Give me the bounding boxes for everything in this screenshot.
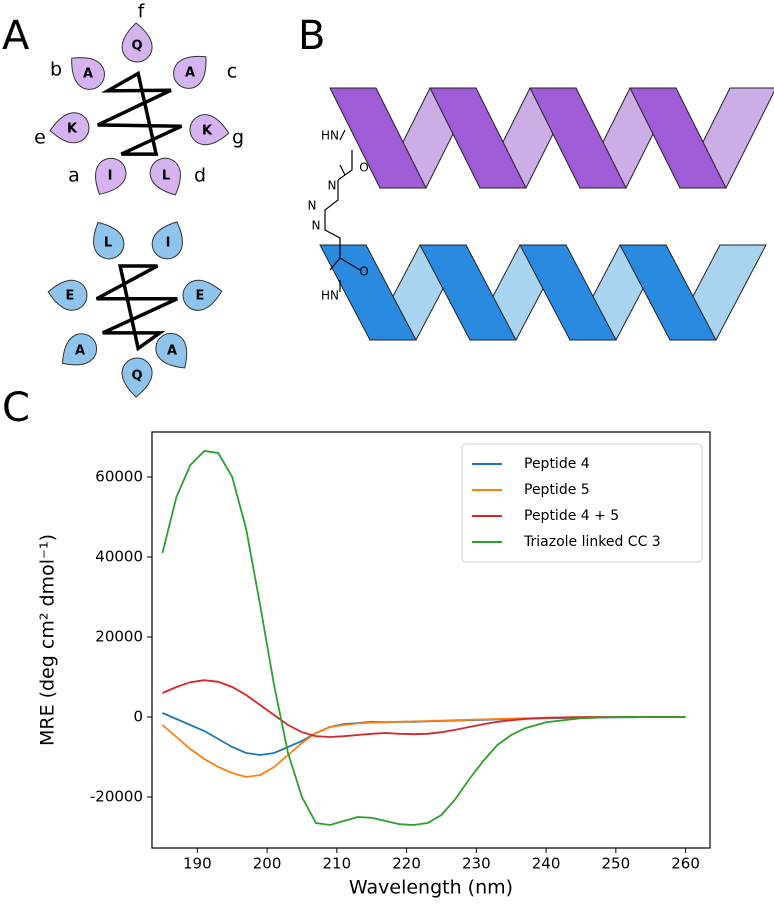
x-tick-label: 220: [392, 855, 421, 873]
heptad-position: f: [138, 1, 146, 23]
linker-atom: HN: [321, 289, 339, 303]
residue-petal: [121, 357, 153, 398]
x-tick-label: 230: [462, 855, 491, 873]
heptad-position: a: [68, 165, 80, 187]
helix-front: [519, 244, 617, 341]
residue-petal: [49, 112, 90, 144]
legend-label: Peptide 4: [524, 456, 590, 472]
series-line: [161, 450, 686, 826]
linker-atom: N: [308, 199, 317, 213]
residue-label: L: [162, 169, 170, 184]
residue-label: I: [166, 236, 171, 251]
x-tick-label: 240: [532, 855, 561, 873]
y-tick-label: -20000: [90, 788, 143, 806]
legend-label: Peptide 5: [524, 482, 590, 498]
panel-label: A: [2, 13, 30, 59]
residue-label: A: [83, 67, 93, 82]
helix-front: [419, 244, 517, 341]
heptad-position: g: [232, 127, 244, 149]
residue-petal: [182, 279, 223, 311]
residue-label: K: [67, 122, 78, 137]
wheel-bond: [95, 264, 178, 352]
wheel-bond: [97, 70, 183, 156]
residue-label: A: [75, 344, 85, 359]
residue-label: L: [104, 236, 112, 251]
linker-atom: N: [312, 219, 321, 233]
x-tick-label: 250: [602, 855, 631, 873]
x-tick-label: 200: [253, 855, 282, 873]
linker-atom: HN: [321, 129, 339, 143]
x-tick-label: 190: [183, 855, 212, 873]
residue-petal: [149, 157, 181, 196]
helix-front: [619, 244, 717, 341]
residue-petal: [121, 22, 153, 63]
residue-petal: [95, 157, 127, 195]
residue-label: E: [196, 289, 205, 304]
y-tick-label: 40000: [95, 548, 143, 566]
linker-bond: [339, 129, 346, 141]
linker-bond: [339, 257, 361, 292]
x-tick-label: 210: [323, 855, 352, 873]
heptad-position: b: [50, 59, 62, 81]
series-line: [161, 716, 686, 778]
y-axis-label: MRE (deg cm² dmol⁻¹): [37, 534, 59, 746]
helix-front: [629, 87, 727, 189]
residue-label: I: [108, 169, 113, 184]
y-tick-label: 20000: [95, 628, 143, 646]
residue-label: Q: [131, 39, 142, 54]
y-tick-label: 60000: [95, 468, 143, 486]
helix-front: [429, 87, 527, 189]
helix-front: [529, 87, 627, 189]
linker-atom: O: [359, 265, 368, 279]
residue-label: E: [66, 289, 75, 304]
heptad-position: d: [194, 165, 206, 187]
panel-label: B: [298, 13, 325, 59]
residue-petal: [155, 332, 188, 369]
linker-atom: O: [359, 161, 368, 175]
panel-label: C: [2, 385, 30, 431]
heptad-position: c: [227, 61, 237, 83]
legend-label: Peptide 4 + 5: [524, 508, 619, 524]
series-line: [162, 679, 686, 738]
linker-bond: [337, 150, 353, 181]
residue-petal: [173, 55, 207, 89]
helix-front: [319, 244, 417, 341]
residue-petal: [71, 57, 105, 90]
residue-label: Q: [131, 369, 142, 384]
residue-petal: [93, 221, 125, 260]
residue-petal: [189, 114, 230, 146]
legend-label: Triazole linked CC 3: [523, 534, 661, 550]
residue-label: A: [167, 344, 177, 359]
residue-petal: [151, 221, 183, 260]
x-tick-label: 260: [671, 855, 700, 873]
y-tick-label: 0: [133, 708, 143, 726]
x-axis-label: Wavelength (nm): [349, 877, 513, 899]
plot-frame: [151, 431, 711, 849]
heptad-position: e: [34, 127, 46, 149]
legend-box: [461, 443, 703, 563]
residue-label: A: [185, 66, 195, 81]
linker-atom: N: [328, 179, 337, 193]
residue-petal: [61, 333, 98, 366]
residue-petal: [47, 279, 88, 311]
helix-front: [329, 87, 427, 189]
residue-label: K: [202, 124, 213, 139]
